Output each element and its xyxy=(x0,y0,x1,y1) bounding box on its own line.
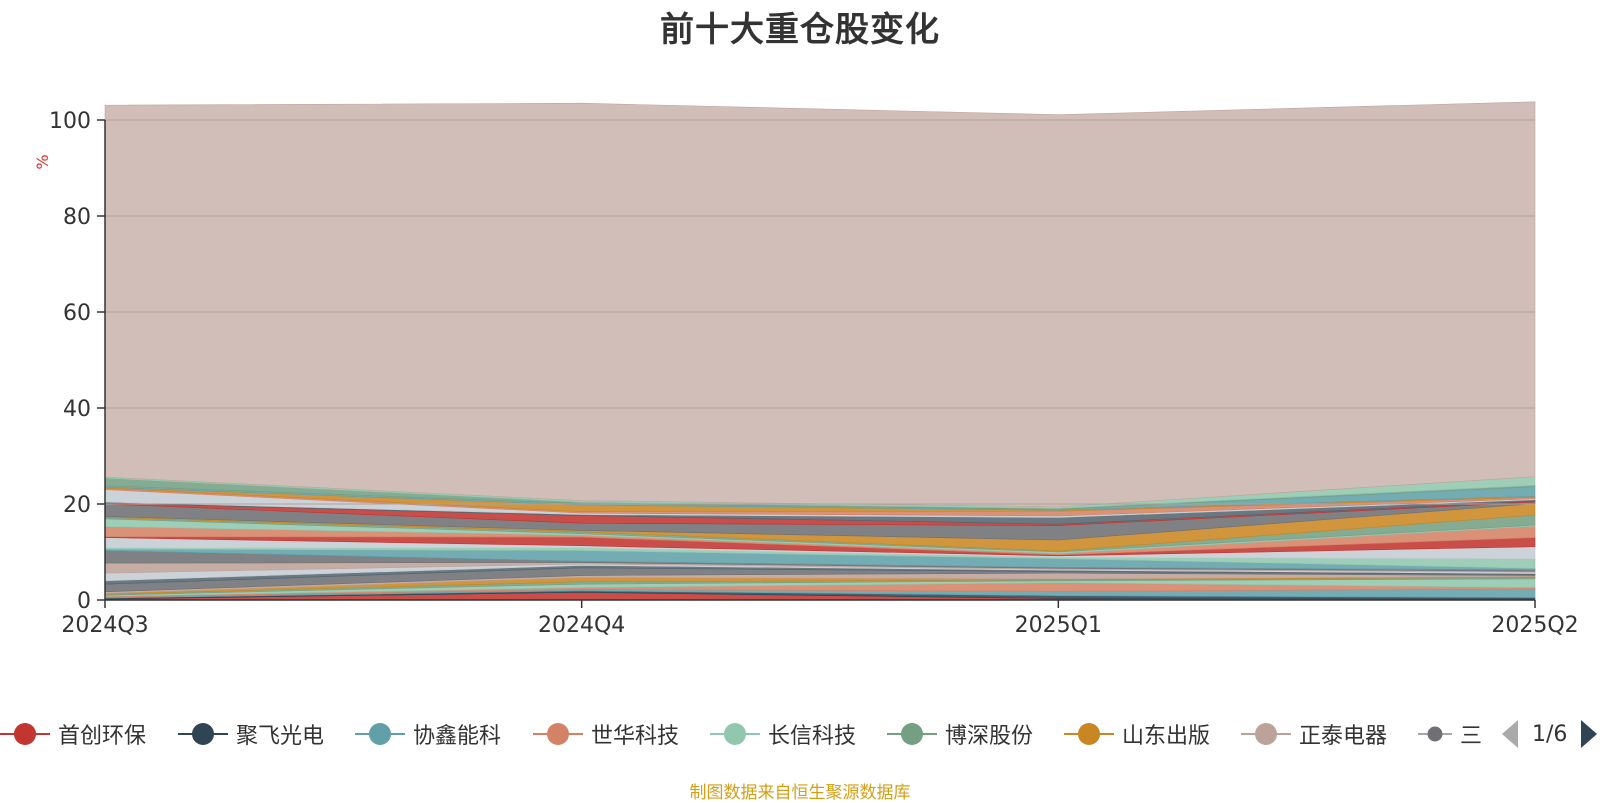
x-tick-label: 2025Q1 xyxy=(1015,613,1102,638)
legend-marker-icon xyxy=(710,723,760,745)
legend-item[interactable]: 正泰电器 xyxy=(1241,712,1387,756)
y-tick-label: 40 xyxy=(63,397,91,422)
legend-marker-icon xyxy=(0,723,50,745)
y-tick-label: 60 xyxy=(63,301,91,326)
legend-label: 山东出版 xyxy=(1122,724,1211,749)
axes: 0 20 40 60 80 100 2024Q3 2024Q4 2025Q1 2025Q2% xyxy=(33,109,1579,638)
legend-label: 协鑫能科 xyxy=(413,724,502,749)
legend: 首创环保 聚飞光电 协鑫能科 世华科技 长信科技 博深股份 山东出版 正泰电器 三 xyxy=(0,712,1600,756)
legend-item[interactable]: 博深股份 xyxy=(887,712,1033,756)
y-tick-label: 0 xyxy=(77,589,91,614)
legend-pager: 1/6 xyxy=(1500,712,1599,756)
legend-page-indicator: 1/6 xyxy=(1532,721,1568,747)
legend-label: 正泰电器 xyxy=(1299,724,1388,749)
legend-label: 世华科技 xyxy=(591,724,680,749)
legend-marker-icon xyxy=(178,723,228,745)
y-tick-label: 100 xyxy=(49,109,91,134)
y-axis-label: % xyxy=(33,154,52,169)
legend-marker-icon xyxy=(887,723,937,745)
y-tick-label: 80 xyxy=(63,205,91,230)
stacked-area-chart: 0 20 40 60 80 100 2024Q3 2024Q4 2025Q1 2025Q2% xyxy=(33,101,1579,638)
legend-next-icon[interactable] xyxy=(1579,718,1599,750)
legend-item[interactable]: 世华科技 xyxy=(533,712,679,756)
legend-label: 长信科技 xyxy=(768,724,857,749)
legend-item[interactable]: 首创环保 xyxy=(0,712,146,756)
area-series-31 xyxy=(104,101,1536,508)
x-tick-label: 2025Q2 xyxy=(1491,613,1578,638)
area-series-layer xyxy=(104,101,1536,601)
chart-title: 前十大重仓股变化 xyxy=(660,10,940,50)
legend-item[interactable]: 协鑫能科 xyxy=(355,712,501,756)
y-tick-label: 20 xyxy=(63,493,91,518)
legend-prev-icon[interactable] xyxy=(1500,718,1520,750)
legend-item[interactable]: 长信科技 xyxy=(710,712,856,756)
legend-item[interactable]: 三 xyxy=(1418,712,1482,756)
legend-label: 聚飞光电 xyxy=(236,724,325,749)
legend-marker-icon xyxy=(1241,723,1291,745)
legend-marker-icon xyxy=(533,723,583,745)
legend-item[interactable]: 山东出版 xyxy=(1064,712,1210,756)
x-tick-label: 2024Q4 xyxy=(538,613,625,638)
source-note: 制图数据来自恒生聚源数据库 xyxy=(689,783,911,803)
legend-marker-icon xyxy=(355,723,405,745)
legend-marker-icon xyxy=(1064,723,1114,745)
legend-marker-icon xyxy=(1418,726,1452,742)
legend-label: 三 xyxy=(1459,724,1482,749)
legend-label: 博深股份 xyxy=(945,724,1034,749)
x-tick-label: 2024Q3 xyxy=(61,613,148,638)
legend-item[interactable]: 聚飞光电 xyxy=(178,712,324,756)
legend-label: 首创环保 xyxy=(58,724,147,749)
